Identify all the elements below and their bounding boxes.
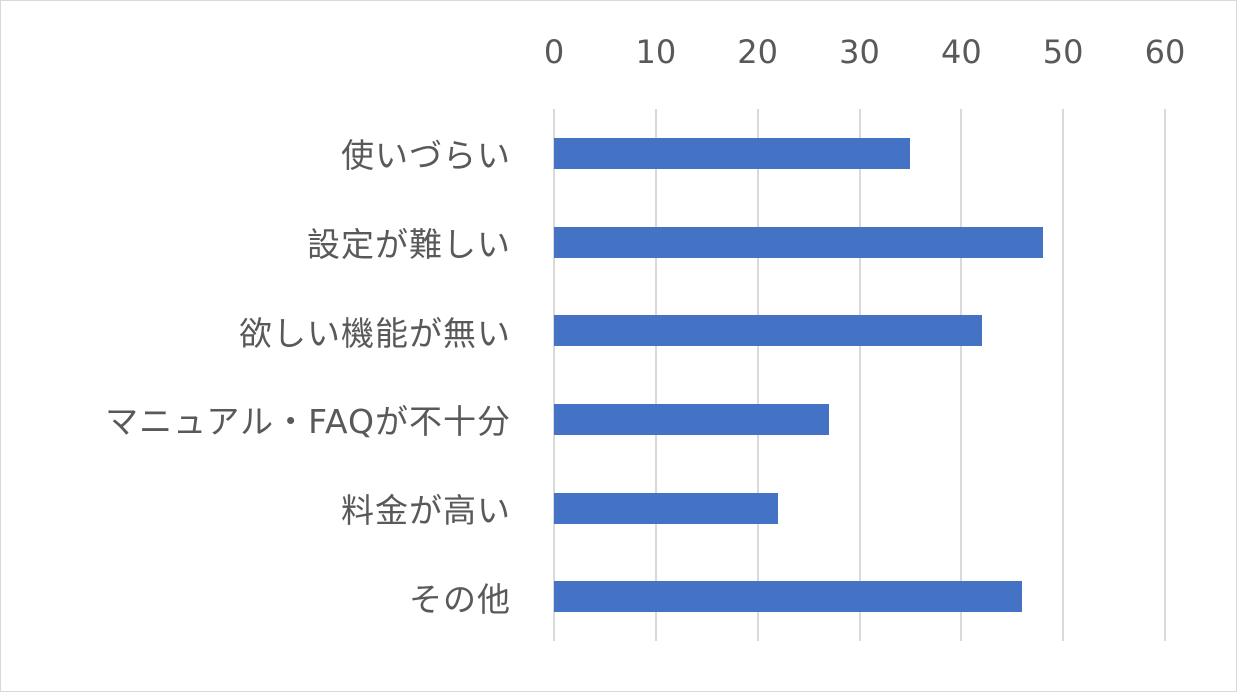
- gridline: [1062, 109, 1065, 641]
- bar: [554, 137, 911, 169]
- x-tick-label: 10: [635, 33, 677, 71]
- bar: [554, 581, 1023, 613]
- bar: [554, 226, 1043, 258]
- x-tick-label: 50: [1042, 33, 1084, 71]
- category-label: 使いづらい: [341, 136, 511, 176]
- x-tick-label: 20: [737, 33, 779, 71]
- gridline: [960, 109, 963, 641]
- x-tick-label: 60: [1144, 33, 1186, 71]
- category-label: その他: [409, 579, 511, 619]
- gridline: [1164, 109, 1166, 641]
- bar: [554, 492, 779, 524]
- x-tick-label: 0: [543, 33, 565, 71]
- bar: [554, 315, 982, 347]
- x-tick-label: 40: [940, 33, 982, 71]
- gridline: [756, 109, 759, 641]
- category-label: 料金が高い: [341, 491, 511, 531]
- gridline: [858, 109, 861, 641]
- bar: [554, 403, 829, 435]
- category-label: マニュアル・FAQが不十分: [105, 402, 511, 442]
- category-label: 設定が難しい: [307, 225, 511, 265]
- gridline: [654, 109, 657, 641]
- x-tick-label: 30: [839, 33, 880, 71]
- gridline: [553, 109, 555, 641]
- category-label: 欲しい機能が無い: [239, 313, 511, 353]
